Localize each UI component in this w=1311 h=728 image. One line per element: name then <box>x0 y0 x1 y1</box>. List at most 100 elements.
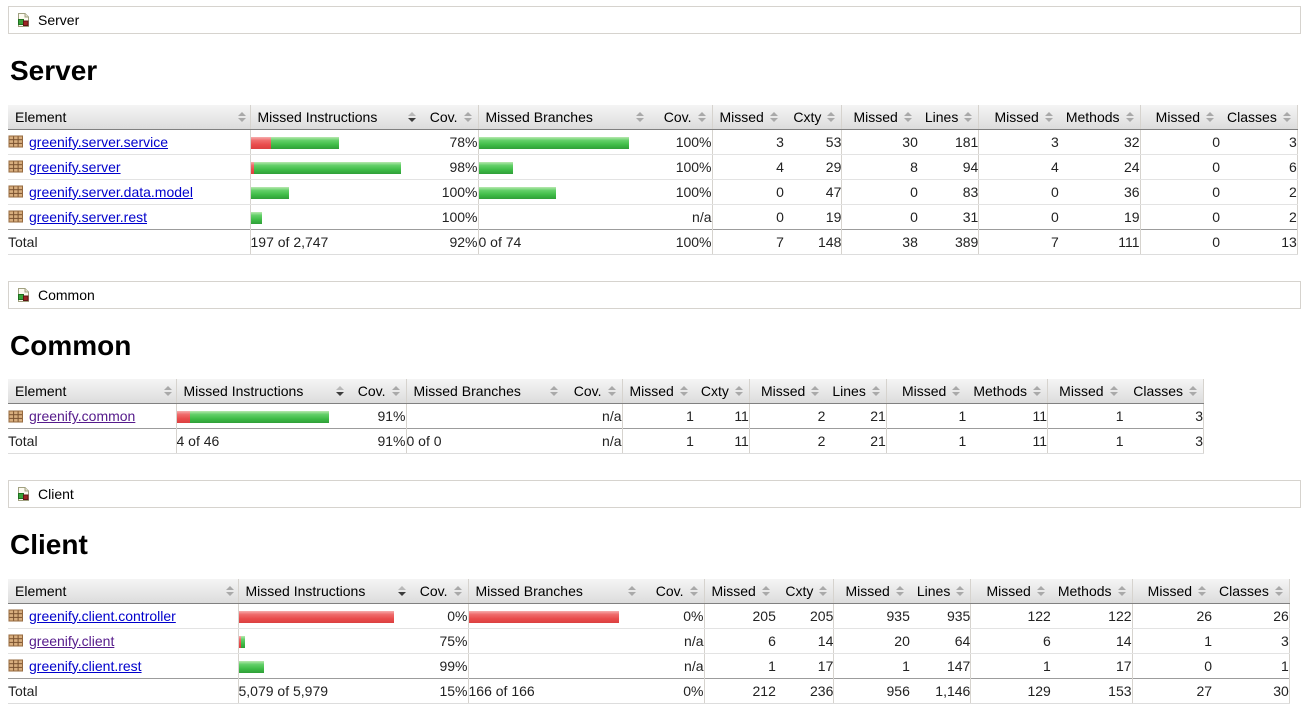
bar-red-segment <box>251 161 254 174</box>
column-header-missed-11[interactable]: Missed <box>1131 578 1213 604</box>
package-link[interactable]: greenify.server.rest <box>29 208 148 225</box>
column-header-missed-5[interactable]: Missed <box>703 578 776 604</box>
bar-green-segment <box>240 636 245 649</box>
package-link[interactable]: greenify.client <box>29 632 115 649</box>
column-header-lines-8[interactable]: Lines <box>825 379 887 405</box>
column-label: Cov. <box>655 582 684 599</box>
column-header-cov-2[interactable]: Cov. <box>348 379 406 405</box>
sort-icon <box>1117 585 1126 596</box>
bar-green-segment <box>251 211 262 224</box>
sort-icon <box>1189 386 1198 397</box>
breadcrumb-label: Client <box>38 486 74 503</box>
column-header-missed-branches-3[interactable]: Missed Branches <box>405 379 562 405</box>
column-header-methods-10[interactable]: Methods <box>1050 578 1133 604</box>
branch-coverage-pct: 100% <box>648 129 712 155</box>
column-header-lines-8[interactable]: Lines <box>917 104 979 130</box>
package-link[interactable]: greenify.server.data.model <box>29 183 193 200</box>
instructions-coverage-bar-cell <box>249 129 420 155</box>
branch-coverage-pct: n/a <box>640 628 704 654</box>
column-header-missed-11[interactable]: Missed <box>1047 379 1124 405</box>
column-header-missed-9[interactable]: Missed <box>978 104 1059 130</box>
sort-icon <box>956 585 965 596</box>
breadcrumb-server: Server <box>8 6 1301 34</box>
package-link[interactable]: greenify.server.service <box>29 133 169 150</box>
metric-value: 1 <box>1212 653 1290 679</box>
column-header-missed-instructions-1[interactable]: Missed Instructions <box>249 104 420 130</box>
column-header-classes-12[interactable]: Classes <box>1123 379 1205 405</box>
table-row: greenify.client.rest 99% n/a 1 17 1 147 1 17 0 1 <box>8 653 1290 679</box>
package-link[interactable]: greenify.client.controller <box>29 607 176 624</box>
column-header-cxty-6[interactable]: Cxty <box>775 578 834 604</box>
package-link[interactable]: greenify.server <box>29 158 121 175</box>
sort-icon <box>1198 585 1207 596</box>
column-header-missed-9[interactable]: Missed <box>885 379 967 405</box>
instructions-coverage-bar <box>251 211 262 224</box>
column-header-cov-2[interactable]: Cov. <box>420 104 478 130</box>
column-header-missed-branches-3[interactable]: Missed Branches <box>467 578 640 604</box>
column-header-element-0[interactable]: Element <box>8 104 250 130</box>
total-instruction-coverage-pct: 91% <box>348 428 406 455</box>
column-label: Cov. <box>419 582 448 599</box>
section-server: Server Server Element Missed Instructions Co… <box>8 6 1301 255</box>
section-common: Common Common Element Missed Instructions Co… <box>8 280 1301 455</box>
column-header-classes-12[interactable]: Classes <box>1212 578 1290 604</box>
metric-value: 6 <box>1220 154 1298 180</box>
total-metric-value: 7 <box>978 228 1059 255</box>
column-label: Cov. <box>663 108 692 125</box>
metric-value: 1 <box>833 653 910 679</box>
sort-desc-icon <box>398 585 406 596</box>
column-header-missed-9[interactable]: Missed <box>970 578 1051 604</box>
table-header-row: Element Missed Instructions Cov. Missed Bra… <box>8 379 1205 405</box>
report-group-icon <box>15 486 31 502</box>
total-row: Total 5,079 of 5,979 15% 166 of 166 0% 212 236… <box>8 677 1290 704</box>
column-header-missed-7[interactable]: Missed <box>841 104 918 130</box>
column-header-missed-instructions-1[interactable]: Missed Instructions <box>175 379 348 405</box>
column-header-lines-8[interactable]: Lines <box>909 578 971 604</box>
column-header-missed-7[interactable]: Missed <box>748 379 826 405</box>
branch-coverage-pct: n/a <box>684 657 704 674</box>
column-header-cxty-6[interactable]: Cxty <box>693 379 750 405</box>
metric-value: 0 <box>1139 154 1221 180</box>
branches-coverage-bar-cell <box>405 403 562 429</box>
column-header-missed-11[interactable]: Missed <box>1139 104 1221 130</box>
column-header-methods-10[interactable]: Methods <box>1058 104 1141 130</box>
column-header-missed-branches-3[interactable]: Missed Branches <box>477 104 648 130</box>
column-label: Missed Branches <box>485 108 593 125</box>
element-cell: greenify.server.service <box>8 129 250 155</box>
column-header-missed-5[interactable]: Missed <box>711 104 784 130</box>
column-label: Missed <box>629 383 674 400</box>
total-metric-value: 148 <box>783 228 842 255</box>
total-metric-value: 1 <box>1047 428 1124 455</box>
report-group-icon <box>15 287 31 303</box>
branches-coverage-bar <box>469 611 619 624</box>
element-cell: greenify.client.controller <box>8 603 238 629</box>
sort-icon <box>1206 111 1215 122</box>
metric-value: 0 <box>711 179 784 205</box>
package-link[interactable]: greenify.client.rest <box>29 657 142 674</box>
column-label: Cov. <box>429 108 458 125</box>
column-header-methods-10[interactable]: Methods <box>966 379 1048 405</box>
column-header-cov-4[interactable]: Cov. <box>640 578 704 604</box>
column-header-missed-instructions-1[interactable]: Missed Instructions <box>237 578 410 604</box>
column-header-missed-5[interactable]: Missed <box>621 379 694 405</box>
total-metric-value: 212 <box>703 677 776 704</box>
column-label: Missed <box>853 108 898 125</box>
metric-value: 1 <box>1131 628 1213 654</box>
breadcrumb-label: Common <box>38 286 95 303</box>
metric-value: 0 <box>711 204 784 230</box>
metric-value: 94 <box>917 154 979 180</box>
metric-value: 0 <box>978 179 1059 205</box>
total-metric-value: 1,146 <box>909 677 971 704</box>
column-header-classes-12[interactable]: Classes <box>1220 104 1298 130</box>
column-header-element-0[interactable]: Element <box>8 578 238 604</box>
column-header-cov-4[interactable]: Cov. <box>562 379 622 405</box>
metric-value: 0 <box>1131 653 1213 679</box>
package-link[interactable]: greenify.common <box>29 408 136 425</box>
total-metric-value: 3 <box>1123 428 1205 455</box>
column-header-missed-7[interactable]: Missed <box>833 578 910 604</box>
metric-value: 36 <box>1058 179 1141 205</box>
column-header-cov-2[interactable]: Cov. <box>410 578 468 604</box>
column-header-cxty-6[interactable]: Cxty <box>783 104 842 130</box>
column-header-cov-4[interactable]: Cov. <box>648 104 712 130</box>
column-header-element-0[interactable]: Element <box>8 379 176 405</box>
